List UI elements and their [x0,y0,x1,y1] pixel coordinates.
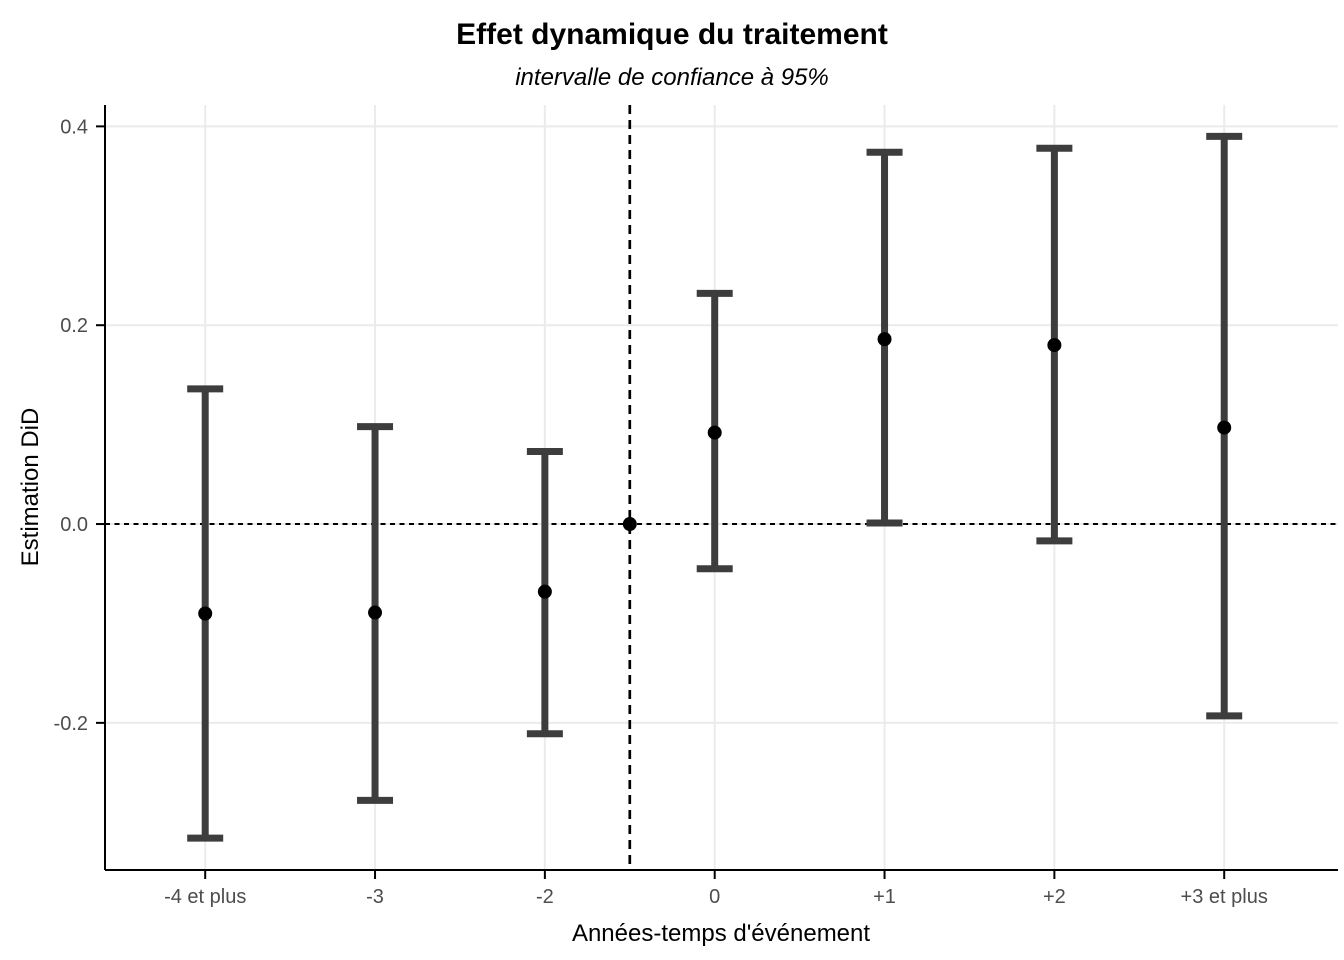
y-axis-title: Estimation DiD [17,408,44,567]
x-tick-label: +2 [1043,886,1066,908]
point-estimate [368,605,383,620]
chart-title: Effet dynamique du traitement [456,18,888,51]
error-bar [1036,144,1073,545]
x-tick-label: +1 [873,886,896,908]
x-tick-label: -2 [536,886,554,908]
chart-subtitle: intervalle de confiance à 95% [515,64,829,91]
point-estimate [198,606,213,621]
error-bar [696,289,733,573]
axis-layer: 0.4 0.2 0.0 -0.2 -4 et plus -3 -2 0 +1 +2 +3 et pl… [54,105,1338,908]
reference-lines-layer [105,105,1338,870]
x-tick-label: -4 et plus [164,886,246,908]
x-tick-label: +3 et plus [1181,886,1268,908]
error-bar [357,423,394,804]
y-tick-label: 0.2 [60,315,88,337]
data-layer [187,132,1243,842]
grid-layer [105,105,1338,870]
error-bar [187,385,224,842]
point-estimate [877,332,892,347]
point-estimate [537,584,552,599]
error-bar [526,447,563,738]
error-bar [1206,132,1243,720]
y-tick-label: 0.0 [60,514,88,536]
point-estimate [1217,420,1232,435]
reference-point [622,517,637,532]
y-tick-label: -0.2 [54,713,88,735]
point-estimate [1047,338,1062,353]
x-tick-label: -3 [366,886,384,908]
y-tick-label: 0.4 [60,116,88,138]
point-estimate [707,425,722,440]
x-axis-title: Années-temps d'événement [572,920,870,947]
error-bar [866,148,903,527]
x-tick-label: 0 [709,886,720,908]
